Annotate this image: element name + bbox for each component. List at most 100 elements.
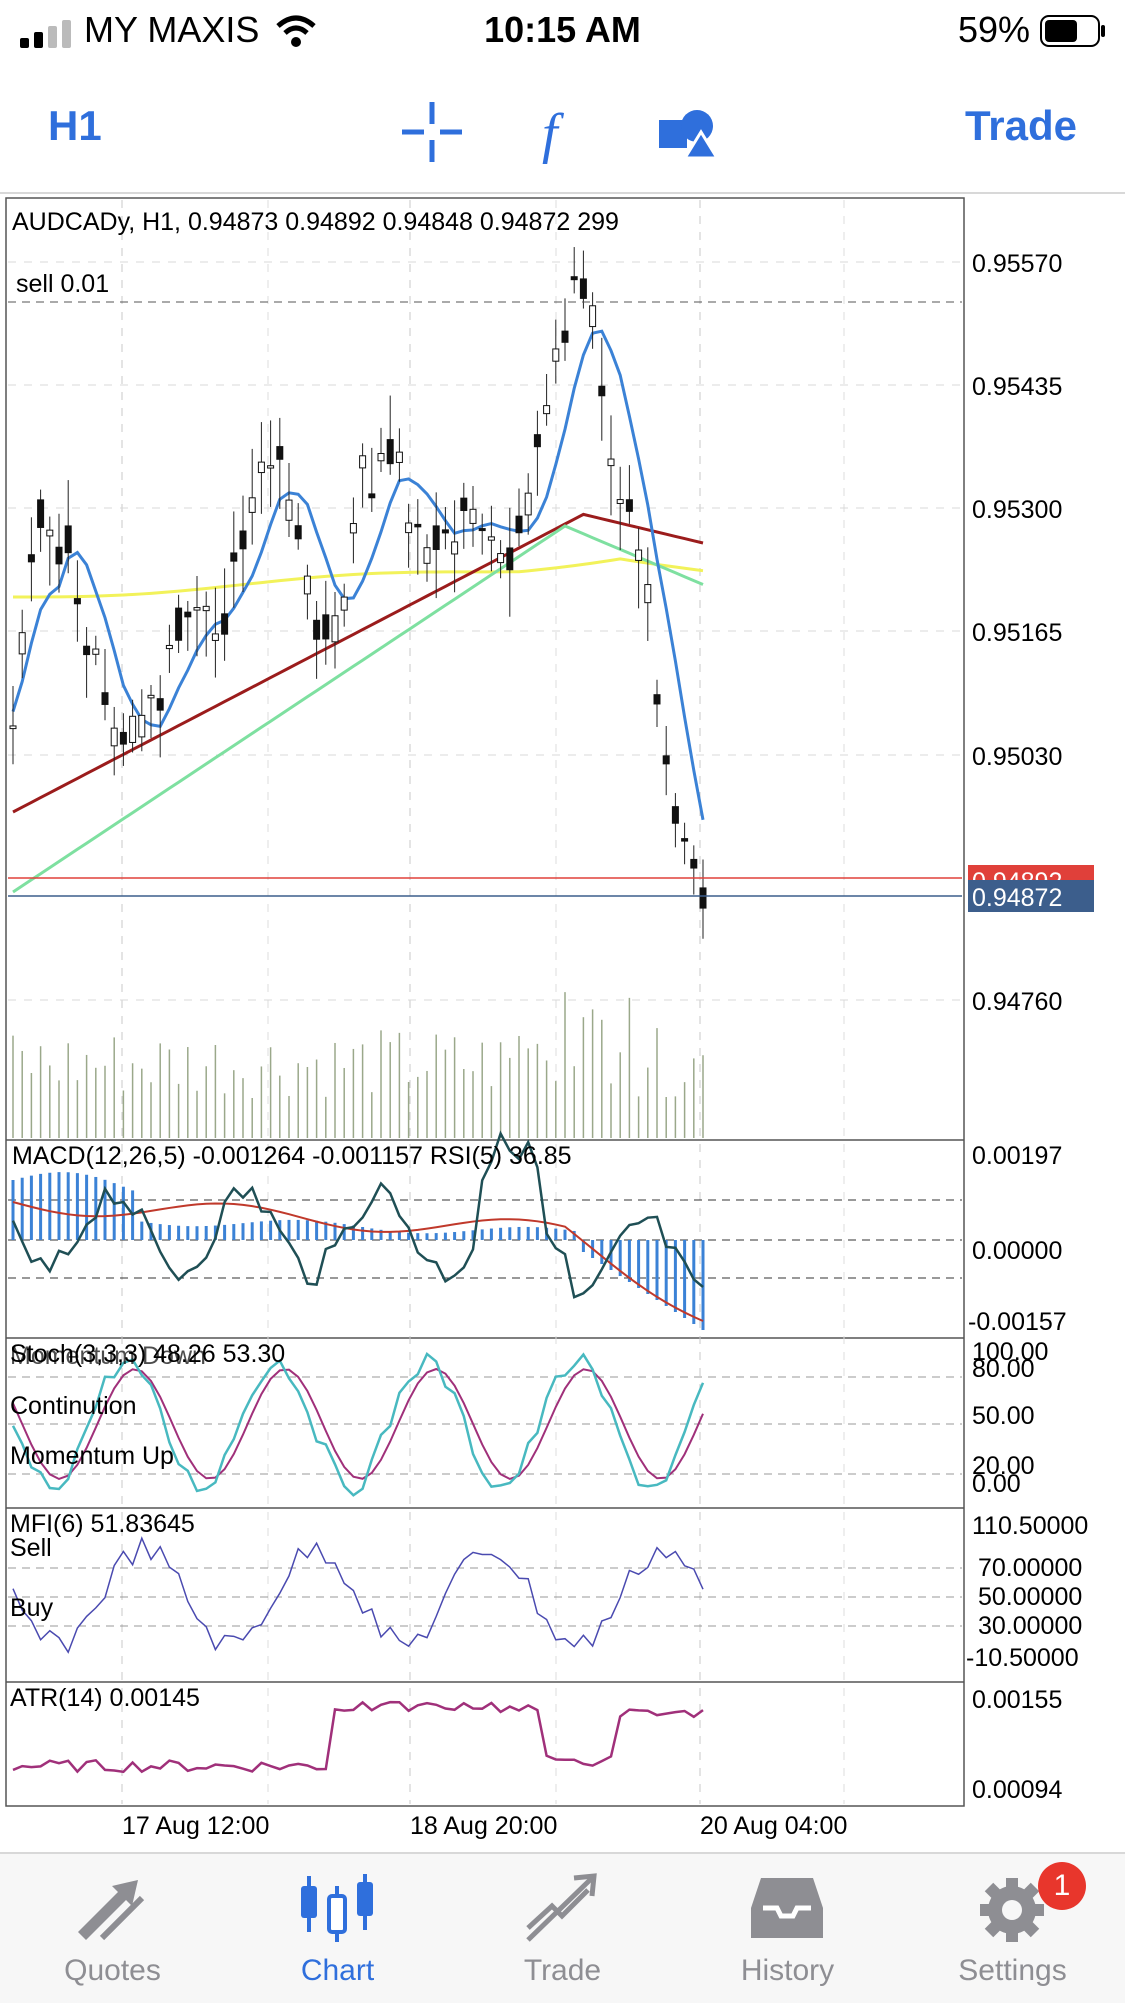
mfi-tick: 110.50000 <box>972 1512 1088 1540</box>
tab-label: Settings <box>958 1954 1067 1987</box>
function-icon[interactable]: f <box>530 100 594 164</box>
candle-body <box>598 385 606 397</box>
candle-body <box>552 348 560 362</box>
mfi-sell-label: Sell <box>10 1534 52 1562</box>
candle-body <box>331 615 339 643</box>
crosshair-icon[interactable] <box>400 100 464 164</box>
price-tick: 0.95165 <box>972 619 1062 647</box>
macd-tick: 0.00197 <box>972 1142 1062 1170</box>
candle-body <box>230 552 238 562</box>
settings-icon <box>980 1878 1044 1942</box>
candle-body <box>607 458 615 467</box>
candle-body <box>267 465 275 469</box>
tab-label: Quotes <box>64 1954 161 1987</box>
price-tick: 0.95300 <box>972 496 1062 524</box>
atr-label: ATR(14) 0.00145 <box>10 1684 200 1712</box>
battery-percent: 59% <box>957 9 1030 50</box>
candle-body <box>441 529 449 534</box>
stoch-tick: 50.00 <box>972 1402 1035 1430</box>
time-label: 17 Aug 12:00 <box>122 1812 269 1840</box>
price-tick: 0.95030 <box>972 743 1062 771</box>
candle-body <box>9 725 17 730</box>
battery-icon <box>1040 15 1105 47</box>
chart-grid <box>8 200 962 1804</box>
tab-settings[interactable]: Settings <box>900 1854 1125 2003</box>
candle-body <box>156 698 164 711</box>
wifi-icon <box>276 15 316 47</box>
candle-body <box>211 633 219 641</box>
candle-body <box>248 497 256 513</box>
rsi-line <box>11 1130 704 1299</box>
candle-body <box>681 838 689 842</box>
mfi-tick: 30.00000 <box>978 1612 1082 1640</box>
candle-body <box>699 887 707 909</box>
candle-body <box>579 278 587 299</box>
candle-body <box>561 330 569 343</box>
candle-body <box>524 492 532 516</box>
tab-trade[interactable]: Trade <box>450 1854 675 2003</box>
candle-body <box>294 525 302 540</box>
ma-fast-line <box>11 329 705 821</box>
candle-body <box>119 731 127 745</box>
carrier-name: MY MAXIS <box>84 9 260 50</box>
candle-body <box>73 598 81 605</box>
stoch-main-line <box>11 1351 705 1497</box>
atr-tick: 0.00155 <box>972 1686 1062 1714</box>
price-chart[interactable]: AUDCADy, H1, 0.94873 0.94892 0.94848 0.9… <box>0 192 1125 1852</box>
candle-body <box>322 614 330 640</box>
trade-button[interactable]: Trade <box>964 102 1077 149</box>
price-tick: 0.95570 <box>972 250 1062 278</box>
stoch-overlay-label: Momentum Down <box>10 1342 206 1370</box>
macd-label: MACD(12,26,5) -0.001264 -0.001157 RSI(5)… <box>12 1142 572 1170</box>
candle-body <box>690 858 698 869</box>
price-tick: 0.94760 <box>972 988 1062 1016</box>
bid-price-label: 0.94872 <box>972 884 1062 912</box>
order-label: sell 0.01 <box>16 270 109 298</box>
candle-body <box>395 451 403 463</box>
candle-body <box>414 523 422 528</box>
candle-body <box>635 549 643 561</box>
stoch-signal-line <box>12 1367 704 1481</box>
tab-quotes[interactable]: Quotes <box>0 1854 225 2003</box>
candle-body <box>64 525 72 554</box>
candle-body <box>37 499 45 528</box>
tab-chart[interactable]: Chart <box>225 1854 450 2003</box>
candle-body <box>432 525 440 550</box>
candle-body <box>175 607 183 641</box>
candle-body <box>377 453 385 462</box>
stoch-tick: 100.00 <box>972 1338 1048 1366</box>
objects-icon[interactable] <box>655 100 719 164</box>
stoch-tick: 20.00 <box>972 1452 1035 1480</box>
candle-body <box>533 434 541 448</box>
period-button[interactable]: H1 <box>48 102 102 149</box>
candle-body <box>147 694 155 699</box>
candle-body <box>165 644 173 650</box>
candle-body <box>340 596 348 611</box>
candle-body <box>202 605 210 612</box>
quotes-icon <box>78 1880 145 1941</box>
candle-body <box>653 694 661 705</box>
candle-body <box>543 405 551 415</box>
candle-body <box>285 499 293 521</box>
candle-body <box>55 546 63 565</box>
mfi-line <box>12 1536 704 1654</box>
tab-label: History <box>740 1954 835 1987</box>
candle-body <box>386 439 394 465</box>
tab-history[interactable]: History <box>675 1854 900 2003</box>
svg-text:f: f <box>542 103 565 164</box>
chart-icon <box>301 1874 373 1942</box>
stoch-label: Stoch(3,3,3) 48.26 53.30 <box>10 1340 285 1368</box>
candle-body <box>313 619 321 640</box>
candle-body <box>184 611 192 618</box>
macd-tick: -0.00157 <box>968 1308 1067 1336</box>
price-tick: 0.95435 <box>972 373 1062 401</box>
candle-body <box>359 455 367 469</box>
candle-body <box>644 584 652 604</box>
tab-bar: Quotes Chart Trade History <box>0 1852 1125 2003</box>
chart-canvas[interactable]: AUDCADy, H1, 0.94873 0.94892 0.94848 0.9… <box>0 192 1125 1852</box>
candle-body <box>570 276 578 281</box>
tab-label: Trade <box>523 1954 602 1987</box>
candle-body <box>138 714 146 738</box>
candle-body <box>303 575 311 595</box>
candle-body <box>478 528 486 532</box>
